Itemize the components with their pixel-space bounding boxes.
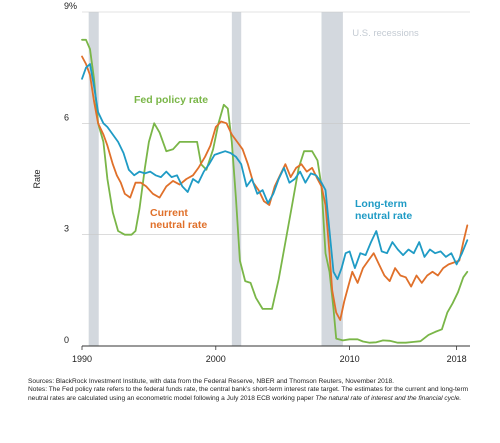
- annotation-fed: Fed policy rate: [134, 94, 208, 106]
- chart: U.S. recessions 0 3 6 9% 1990 2000 2010 2018 Rat…: [32, 1, 470, 364]
- x-tick-label: 2000: [206, 354, 226, 364]
- recession-band-1: [231, 12, 242, 346]
- annotation-longterm: Long-term: [355, 198, 407, 210]
- series-line-longterm: [81, 63, 469, 281]
- annotation-current: Current: [150, 207, 188, 219]
- recession-bands: U.S. recessions: [88, 12, 419, 346]
- y-tick-label: 0: [64, 335, 69, 345]
- x-tick-label: 1990: [72, 354, 92, 364]
- gridlines: [82, 11, 470, 347]
- x-tick-label: 2018: [447, 354, 467, 364]
- y-tick-label: 6: [64, 112, 69, 122]
- paper-title: The natural rate of interest and the fin…: [315, 394, 462, 402]
- chart-notes: Sources: BlackRock Investment Institute,…: [28, 378, 488, 403]
- y-axis-label: Rate: [32, 169, 42, 188]
- series-lines: [81, 38, 469, 344]
- annotation-longterm: neutral rate: [355, 210, 412, 222]
- y-tick-label: 9%: [64, 1, 77, 11]
- series-line-fed: [81, 38, 469, 344]
- x-tick-label: 2010: [340, 354, 360, 364]
- sources-text: Sources: BlackRock Investment Institute,…: [28, 378, 394, 385]
- recession-legend-label: U.S. recessions: [352, 28, 419, 39]
- axes: 0 3 6 9% 1990 2000 2010 2018 Rate: [32, 1, 467, 364]
- annotation-current: neutral rate: [150, 219, 207, 231]
- notes-text: Notes: The Fed policy rate refers to the…: [28, 386, 469, 402]
- recession-band-0: [88, 12, 99, 346]
- y-tick-label: 3: [64, 224, 69, 234]
